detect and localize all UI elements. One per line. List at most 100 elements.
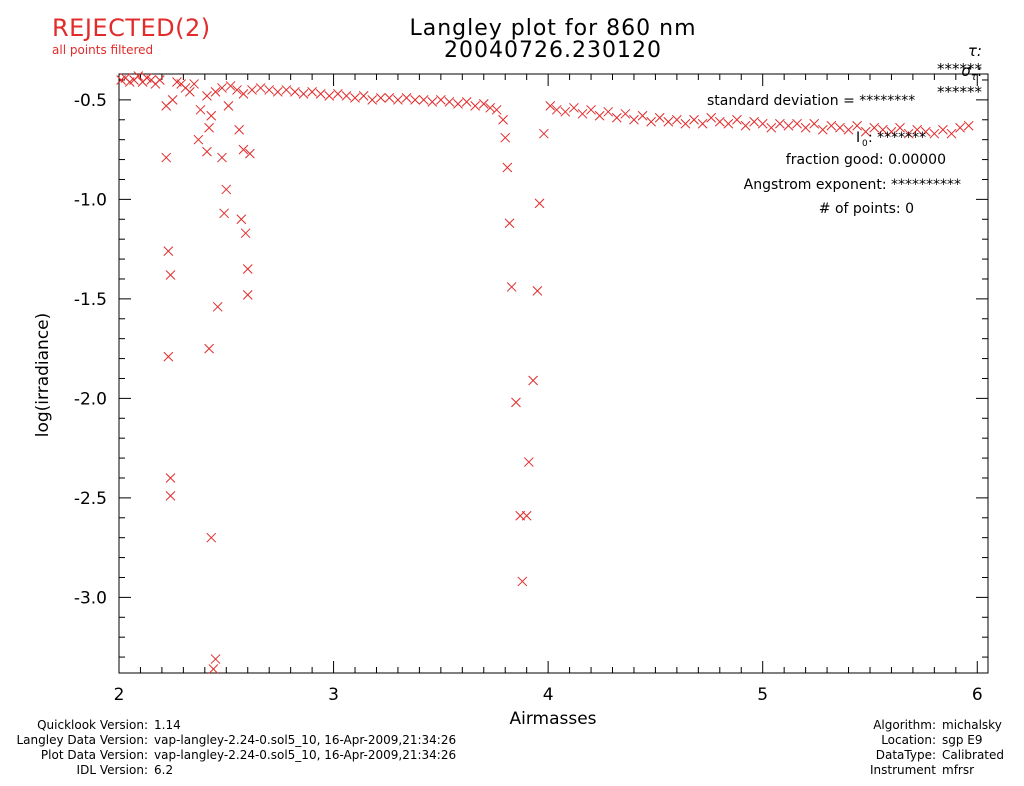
data-point [341, 91, 352, 101]
data-point [223, 100, 234, 111]
data-point-stroke [315, 89, 326, 99]
sigma-readout: στ: ****** [937, 62, 982, 101]
data-point [232, 85, 242, 95]
footer-label: Plot Data Version: [40, 748, 148, 762]
data-point-stroke [410, 95, 420, 105]
data-point-stroke [245, 148, 255, 159]
data-point [757, 118, 768, 129]
footer-value: Calibrated [942, 748, 1005, 762]
stat-num-points: # of points: 0 [819, 201, 914, 217]
data-point [723, 118, 734, 129]
data-point-stroke [500, 132, 511, 143]
data-point-stroke [517, 576, 528, 587]
footer-value: sgp E9 [942, 733, 983, 747]
data-point-stroke [358, 91, 369, 101]
data-point [221, 184, 232, 195]
y-tick-label: -0.5 [74, 91, 107, 111]
data-point-stroke [202, 146, 212, 157]
data-point [234, 124, 245, 135]
data-point [193, 134, 204, 145]
data-point-stroke [511, 397, 521, 408]
data-point [528, 375, 538, 386]
data-point-stroke [272, 87, 283, 97]
data-point-stroke [502, 162, 513, 173]
data-point-stroke [955, 122, 965, 133]
data-point [929, 128, 940, 139]
data-point [315, 89, 326, 99]
data-point [245, 148, 255, 159]
data-point [418, 95, 429, 105]
data-point [697, 118, 708, 129]
data-point [569, 102, 579, 113]
data-point [165, 473, 176, 483]
footer-value: 6.2 [154, 763, 174, 777]
footer-label: DataType: [875, 748, 936, 762]
data-point [333, 89, 343, 99]
data-point [502, 162, 513, 173]
data-point-stroke [461, 97, 472, 107]
data-point-stroke [938, 124, 948, 135]
footer-right-values: michalsky sgp E9 Calibrated mfrsr [942, 718, 1004, 778]
data-point-stroke [485, 102, 496, 113]
data-point [217, 83, 227, 93]
data-point-stroke [219, 208, 229, 219]
data-point-stroke [706, 112, 717, 123]
data-point [401, 93, 412, 103]
data-point-stroke [161, 152, 172, 163]
data-point-stroke [528, 375, 538, 386]
footer-label: IDL Version: [76, 763, 148, 777]
data-point [766, 122, 777, 133]
data-point-stroke [672, 114, 682, 125]
data-point [324, 91, 335, 101]
data-point [886, 126, 897, 137]
data-point [783, 120, 794, 131]
data-point-stroke [204, 343, 214, 354]
data-point-stroke [843, 124, 854, 135]
footer-value: vap-langley-2.24-0.sol5_10, 16-Apr-2009,… [154, 748, 457, 762]
y-axis-label: log(irradiance) [33, 313, 53, 438]
stat-std-dev: standard deviation = ******** [707, 93, 915, 109]
data-point-stroke [470, 100, 481, 111]
data-point [461, 97, 472, 107]
data-point-stroke [860, 126, 871, 137]
data-point-stroke [920, 126, 931, 137]
data-point-stroke [307, 87, 317, 97]
data-point-stroke [333, 89, 343, 99]
data-point-stroke [654, 112, 665, 123]
data-point-stroke [586, 104, 596, 115]
data-point-stroke [534, 198, 545, 209]
data-point-stroke [444, 97, 455, 107]
data-point-stroke [478, 98, 489, 109]
data-point [478, 98, 489, 109]
stat-i0-value: : ******* [868, 130, 926, 146]
footer-value: michalsky [942, 718, 1002, 732]
data-point [219, 208, 229, 219]
data-point-stroke [418, 95, 429, 105]
data-point-stroke [154, 75, 165, 85]
data-point-stroke [946, 128, 957, 139]
data-point [375, 93, 386, 103]
data-point-stroke [689, 114, 699, 125]
data-point-stroke [195, 104, 206, 115]
data-point [264, 85, 275, 95]
data-point [210, 654, 221, 664]
data-point-stroke [783, 120, 794, 131]
data-point [208, 664, 219, 674]
data-point-stroke [212, 301, 223, 312]
data-point-stroke [506, 282, 517, 292]
footer-right-labels: Algorithm: Location: DataType: Instrument [820, 718, 936, 778]
data-point-stroke [714, 116, 725, 127]
footer-label: Quicklook Version: [37, 718, 148, 732]
data-point-stroke [629, 114, 639, 125]
data-point-stroke [225, 81, 236, 91]
data-point [498, 114, 508, 125]
data-point [225, 81, 236, 91]
data-point [238, 144, 249, 155]
data-point [775, 118, 785, 129]
stat-i0-subscript: 0 [862, 139, 868, 149]
data-point [161, 152, 172, 163]
data-point-stroke [242, 290, 253, 300]
data-point [963, 120, 974, 131]
data-point [358, 91, 369, 101]
data-point-stroke [732, 114, 742, 125]
